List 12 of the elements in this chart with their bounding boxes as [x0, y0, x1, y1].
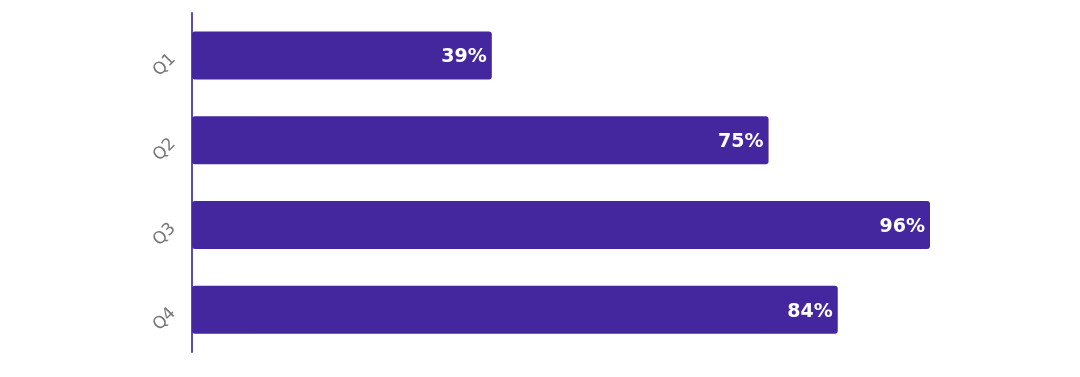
y-tick-label: Q2	[147, 133, 180, 165]
y-tick-label: Q1	[147, 48, 180, 80]
bar	[192, 285, 838, 334]
data-label: 75%	[718, 129, 764, 152]
y-tick-label: Q3	[147, 217, 180, 250]
bar	[192, 200, 930, 249]
data-label: 96%	[879, 213, 925, 236]
y-tick-label: Q4	[147, 302, 180, 334]
bar	[192, 116, 769, 165]
bar	[192, 31, 492, 80]
data-label: 39%	[441, 44, 487, 67]
data-label: 84%	[787, 298, 833, 321]
